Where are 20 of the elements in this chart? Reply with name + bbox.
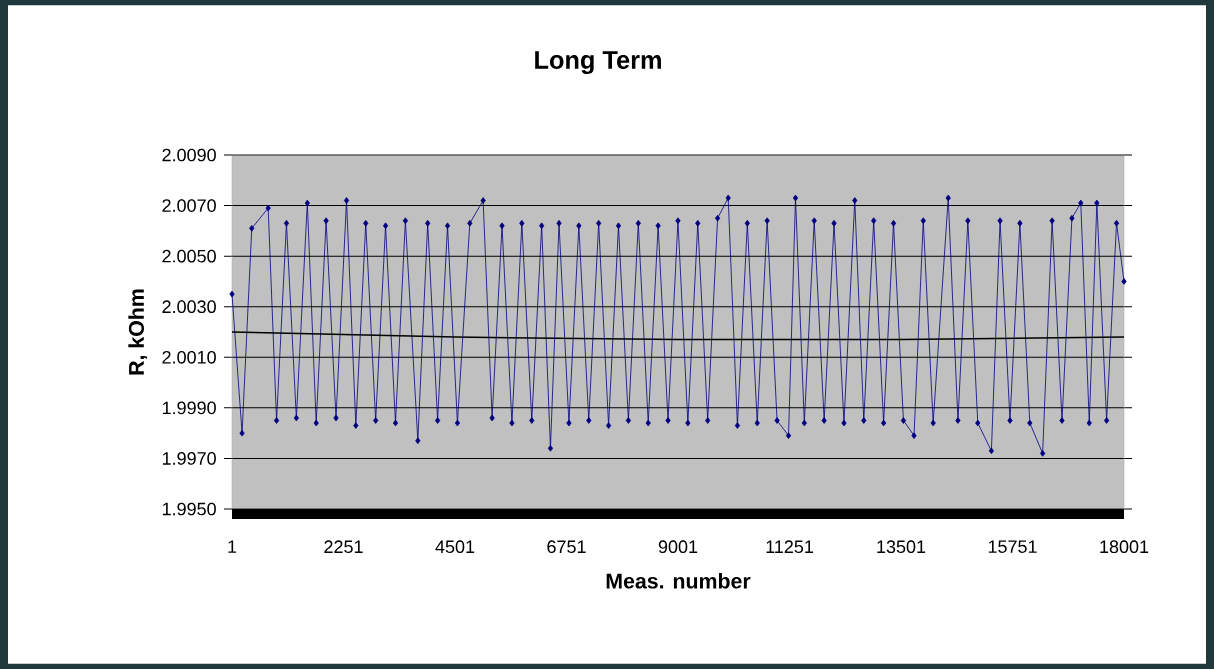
y-tick-label: 2.0010 xyxy=(162,350,216,364)
x-tick-label: 13501 xyxy=(877,540,926,554)
y-tick-label: 2.0030 xyxy=(162,300,216,314)
y-tick-label: 2.0090 xyxy=(162,148,216,162)
y-tick-label: 1.9990 xyxy=(162,401,216,415)
y-tick-label: 1.9950 xyxy=(162,502,216,516)
x-tick-label: 6751 xyxy=(547,540,586,554)
y-tick-label: 2.0070 xyxy=(162,199,216,212)
x-axis-title: Meas. number xyxy=(606,572,751,589)
chart-title: Long Term xyxy=(535,51,661,75)
x-tick-label: 2251 xyxy=(324,540,363,554)
y-tick-label: 1.9970 xyxy=(162,452,216,465)
x-tick-label: 18001 xyxy=(1100,540,1149,554)
y-axis-title: R, kOhm xyxy=(128,289,148,375)
x-tick-label: 9001 xyxy=(658,540,698,554)
x-tick-label: 15751 xyxy=(988,540,1037,553)
x-tick-label: 11251 xyxy=(766,540,813,554)
y-tick-label: 2.0050 xyxy=(162,249,216,263)
x-tick-label: 4501 xyxy=(435,540,475,554)
x-tick-label: 1 xyxy=(228,540,237,553)
